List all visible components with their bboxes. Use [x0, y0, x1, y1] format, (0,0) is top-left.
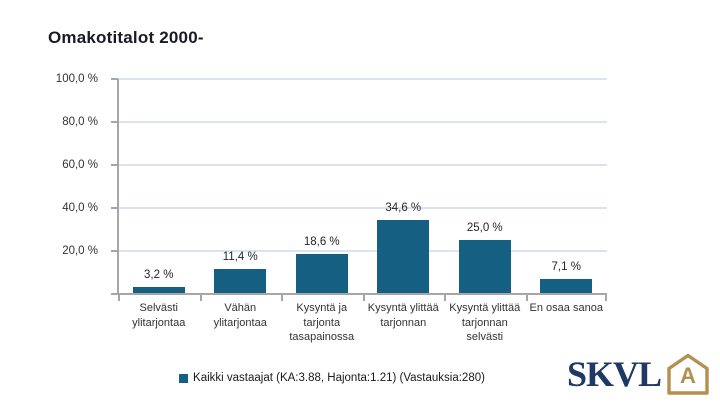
- bar-column: 18,6 %: [281, 79, 363, 294]
- category-label: Kysyntä ylittää tarjonnan: [367, 302, 439, 329]
- x-tick-mark: [605, 294, 607, 301]
- category-label: Kysyntä ja tarjonta tasapainossa: [289, 302, 355, 343]
- gridline: [118, 164, 607, 166]
- x-tick-mark: [526, 294, 528, 301]
- y-tick-label: 80,0 %: [62, 116, 98, 128]
- house-icon: A: [667, 353, 709, 395]
- y-tick-mark: [111, 207, 118, 209]
- legend-marker-square: [179, 373, 189, 383]
- y-axis-line: [117, 79, 119, 294]
- bar: [295, 254, 348, 294]
- x-tick-mark: [118, 294, 120, 301]
- house-outline: [667, 353, 709, 395]
- y-tick-mark: [111, 164, 118, 166]
- gridline: [118, 207, 607, 209]
- bar: [458, 240, 511, 294]
- bar-column: 11,4 %: [200, 79, 282, 294]
- y-tick-label: 40,0 %: [62, 202, 98, 214]
- category-label: Vähän ylitarjontaa: [213, 302, 267, 329]
- bar: [540, 279, 593, 294]
- category-label: Kysyntä ylittää tarjonnan selvästi: [449, 302, 521, 343]
- category-label: En osaa sanoa: [529, 302, 603, 314]
- bar-value-label: 25,0 %: [466, 222, 503, 234]
- bar-column: 7,1 %: [526, 79, 608, 294]
- bar-column: 34,6 %: [363, 79, 445, 294]
- category-label: Selvästi ylitarjontaa: [132, 302, 186, 329]
- y-tick-mark: [111, 250, 118, 252]
- gridline: [118, 78, 607, 80]
- bar-column: 25,0 %: [444, 79, 526, 294]
- skvl-logo: SKVL A: [567, 350, 712, 398]
- x-tick-mark: [444, 294, 446, 301]
- bar-value-label: 11,4 %: [222, 251, 258, 263]
- bar-value-label: 7,1 %: [551, 261, 581, 273]
- skvl-logo-text: SKVL: [566, 354, 662, 394]
- y-tick-mark: [111, 121, 118, 123]
- x-tick-mark: [200, 294, 202, 301]
- bar: [132, 287, 185, 294]
- gridline: [118, 121, 607, 123]
- bar: [214, 269, 267, 294]
- bar-column: 3,2 %: [118, 79, 200, 294]
- y-tick-label: 60,0 %: [62, 159, 98, 171]
- y-tick-mark: [111, 78, 118, 80]
- x-axis-line: [111, 293, 607, 295]
- bar: [377, 220, 430, 294]
- chart-title: Omakotitalot 2000-: [48, 28, 204, 47]
- legend: Kaikki vastaajat (KA:3.88, Hajonta:1.21)…: [179, 372, 485, 384]
- x-tick-mark: [281, 294, 283, 301]
- y-tick-label: 20,0 %: [62, 245, 98, 257]
- y-tick-label: 100,0 %: [55, 73, 98, 85]
- bar-value-label: 34,6 %: [385, 202, 422, 214]
- y-axis-labels: 100,0 % 80,0 % 60,0 % 40,0 % 20,0 %: [0, 73, 112, 294]
- plot-area: 3,2 % 11,4 % 18,6 % 34,6 % 25,0 % 7,1 %: [111, 78, 608, 301]
- bar-value-label: 18,6 %: [303, 236, 340, 248]
- house-letter: A: [680, 363, 696, 388]
- bar-value-label: 3,2 %: [144, 269, 174, 281]
- gridline: [118, 250, 607, 252]
- x-tick-mark: [363, 294, 365, 301]
- legend-label: Kaikki vastaajat (KA:3.88, Hajonta:1.21)…: [193, 372, 485, 384]
